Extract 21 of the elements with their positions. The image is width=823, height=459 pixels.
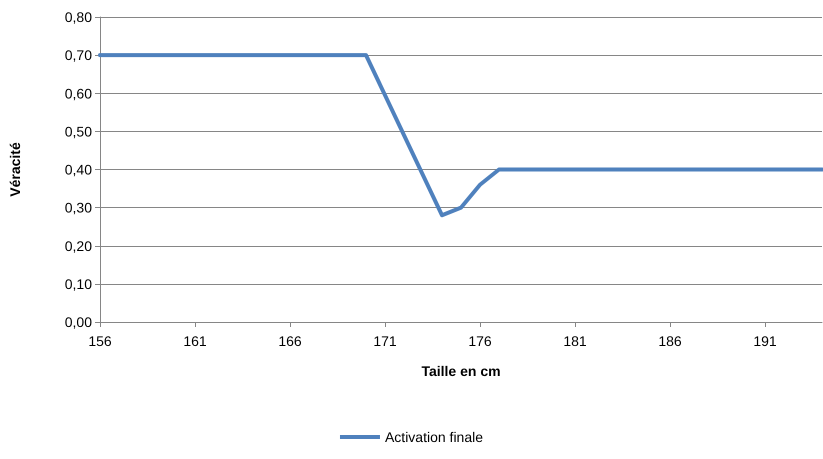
y-tick-label: 0,60 <box>64 85 92 102</box>
x-tick-label: 171 <box>373 333 397 349</box>
line-series <box>98 53 823 218</box>
x-tick-label: 181 <box>563 333 587 349</box>
x-tick-label: 156 <box>88 333 112 349</box>
legend-label: Activation finale <box>384 429 484 445</box>
y-tick-label: 0,40 <box>64 162 92 178</box>
x-axis-title: Taille en cm <box>421 363 501 379</box>
x-tick-label: 176 <box>468 333 492 349</box>
y-tick-label: 0,30 <box>64 200 92 216</box>
x-tick-label: 166 <box>278 333 302 349</box>
x-tick-label: 191 <box>753 333 777 349</box>
y-tick-label: 0,10 <box>64 276 92 292</box>
y-tick-label: 0,00 <box>64 314 92 330</box>
y-tick-label: 0,50 <box>64 123 92 140</box>
x-tick-label: 161 <box>183 333 207 349</box>
y-tick-label: 0,20 <box>64 238 92 254</box>
y-axis-title: Véracité <box>7 142 23 197</box>
y-tick-label: 0,70 <box>64 47 92 64</box>
y-tick-label: 0,80 <box>64 9 92 25</box>
x-tick-label: 186 <box>658 333 682 349</box>
